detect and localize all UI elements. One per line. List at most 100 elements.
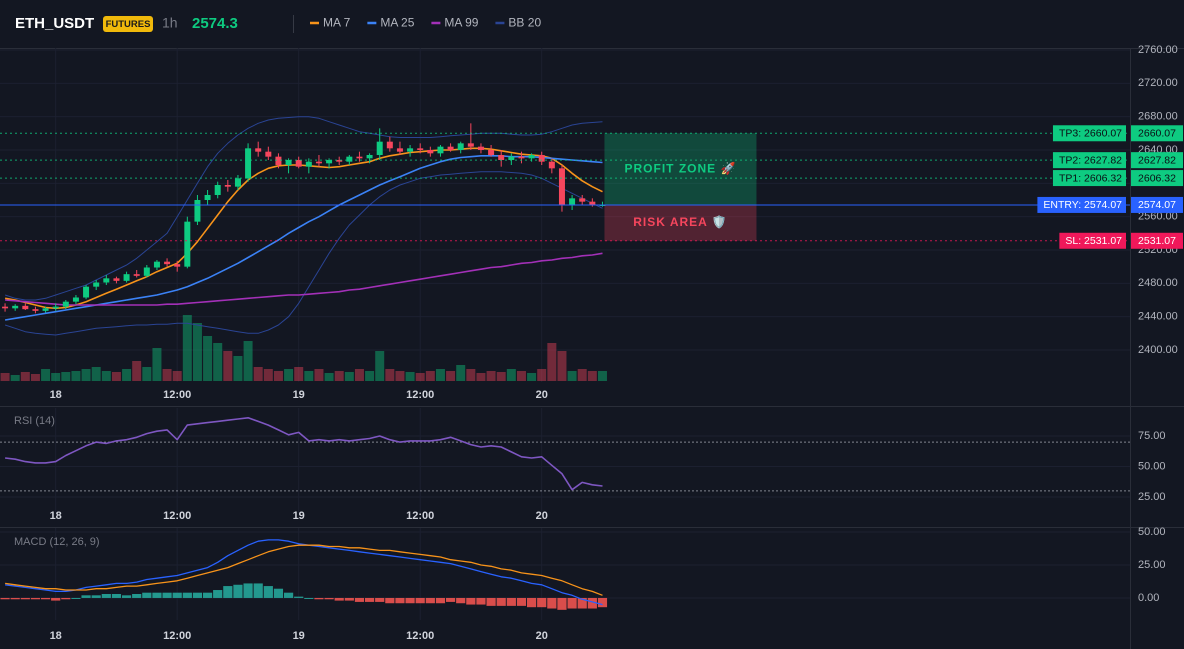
level-label-bg bbox=[1052, 170, 1126, 187]
histogram-bar bbox=[273, 588, 284, 598]
price-label: 2606.32 bbox=[1138, 172, 1176, 184]
price-label: 2627.82 bbox=[1138, 154, 1176, 166]
candle-body bbox=[113, 278, 120, 281]
histogram-bar bbox=[111, 593, 122, 598]
histogram-bar bbox=[415, 597, 425, 604]
histogram-bar bbox=[162, 592, 172, 598]
histogram-bar bbox=[132, 593, 142, 598]
moving-average bbox=[4, 147, 603, 310]
candle-body bbox=[326, 160, 333, 164]
candle-body bbox=[396, 148, 403, 152]
panel-title: MACD (12, 26, 9) bbox=[14, 536, 100, 548]
volume-bar bbox=[111, 372, 121, 381]
volume-bar bbox=[192, 323, 202, 381]
volume-bar bbox=[233, 356, 243, 381]
x-tick-label: 19 bbox=[293, 630, 305, 642]
candle-body bbox=[194, 200, 201, 222]
histogram-bar bbox=[597, 597, 608, 608]
candle-body bbox=[255, 148, 262, 152]
volume-bar bbox=[203, 336, 213, 381]
volume-bar bbox=[344, 372, 354, 381]
volume-bar bbox=[446, 371, 456, 381]
histogram-bar bbox=[496, 597, 506, 606]
candle-body bbox=[457, 143, 464, 150]
histogram-bar bbox=[233, 584, 243, 598]
x-tick-label: 18 bbox=[50, 510, 62, 522]
x-tick-label: 12:00 bbox=[163, 630, 191, 642]
x-tick-label: 20 bbox=[536, 510, 548, 522]
histogram-bar bbox=[405, 597, 415, 604]
x-tick-label: 18 bbox=[50, 630, 62, 642]
level-label: SL: 2531.07 bbox=[1065, 235, 1122, 247]
zone-label: RISK AREA 🛡️ bbox=[633, 215, 727, 229]
candle-body bbox=[32, 309, 39, 311]
histogram-bar bbox=[202, 592, 213, 598]
histogram-bar bbox=[121, 595, 132, 598]
price-label-bg bbox=[1131, 196, 1183, 213]
candle-body bbox=[265, 151, 272, 157]
x-tick-label: 18 bbox=[50, 389, 62, 401]
histogram-bar bbox=[385, 597, 395, 604]
histogram-bar bbox=[425, 597, 435, 604]
candle-body bbox=[508, 156, 515, 160]
y-tick-label: 2760.00 bbox=[1138, 44, 1178, 56]
histogram-bar bbox=[445, 597, 456, 602]
candle-body bbox=[204, 195, 211, 200]
candle-body bbox=[42, 308, 49, 311]
histogram-bar bbox=[40, 597, 51, 600]
histogram-bar bbox=[476, 597, 486, 605]
volume-bar bbox=[547, 343, 557, 381]
volume-bar bbox=[41, 369, 51, 381]
histogram-bar bbox=[51, 597, 61, 601]
x-tick-label: 12:00 bbox=[163, 389, 191, 401]
candle-body bbox=[72, 297, 79, 302]
candle-body bbox=[427, 150, 434, 154]
x-tick-label: 20 bbox=[536, 389, 548, 401]
candle-body bbox=[285, 160, 292, 165]
legend-label: MA 99 bbox=[444, 16, 478, 30]
candle-body bbox=[376, 141, 383, 155]
histogram-bar bbox=[506, 597, 516, 606]
candle-body bbox=[164, 261, 171, 265]
volume-bar bbox=[537, 369, 547, 381]
volume-bar bbox=[61, 372, 71, 381]
volume-bar bbox=[142, 367, 152, 381]
candle-body bbox=[184, 221, 191, 267]
panel-title: RSI (14) bbox=[14, 415, 55, 427]
histogram-bar bbox=[304, 597, 314, 599]
volume-bar bbox=[567, 371, 577, 381]
x-tick-label: 12:00 bbox=[406, 510, 434, 522]
price-label-bg bbox=[1131, 125, 1183, 142]
candle-body bbox=[437, 146, 444, 154]
volume-bar bbox=[527, 373, 537, 381]
x-tick-label: 20 bbox=[536, 630, 548, 642]
candle-body bbox=[214, 185, 221, 195]
price-label-bg bbox=[1131, 152, 1183, 169]
histogram-bar bbox=[283, 592, 294, 598]
histogram-bar bbox=[172, 592, 182, 598]
level-label-bg bbox=[1059, 232, 1126, 249]
volume-bar bbox=[425, 371, 435, 381]
volume-bar bbox=[597, 371, 607, 381]
candle-body bbox=[22, 305, 29, 310]
x-tick-label: 12:00 bbox=[406, 630, 434, 642]
candle-body bbox=[143, 267, 150, 276]
histogram-bar bbox=[10, 597, 20, 600]
histogram-bar bbox=[192, 592, 203, 598]
level-label: TP3: 2660.07 bbox=[1059, 128, 1122, 140]
histogram-bar bbox=[466, 597, 476, 605]
y-tick-label: 2440.00 bbox=[1138, 311, 1178, 323]
level-label-bg bbox=[1052, 125, 1126, 142]
y-tick-label: 75.00 bbox=[1138, 430, 1166, 442]
candle-body bbox=[386, 141, 393, 149]
volume-bar bbox=[263, 369, 273, 381]
moving-average bbox=[5, 252, 603, 306]
volume-bar bbox=[10, 375, 20, 381]
histogram-bar bbox=[435, 597, 446, 604]
histogram-bar bbox=[547, 597, 557, 609]
candle-body bbox=[538, 155, 545, 162]
candle-body bbox=[528, 155, 535, 159]
candle-body bbox=[83, 286, 90, 298]
